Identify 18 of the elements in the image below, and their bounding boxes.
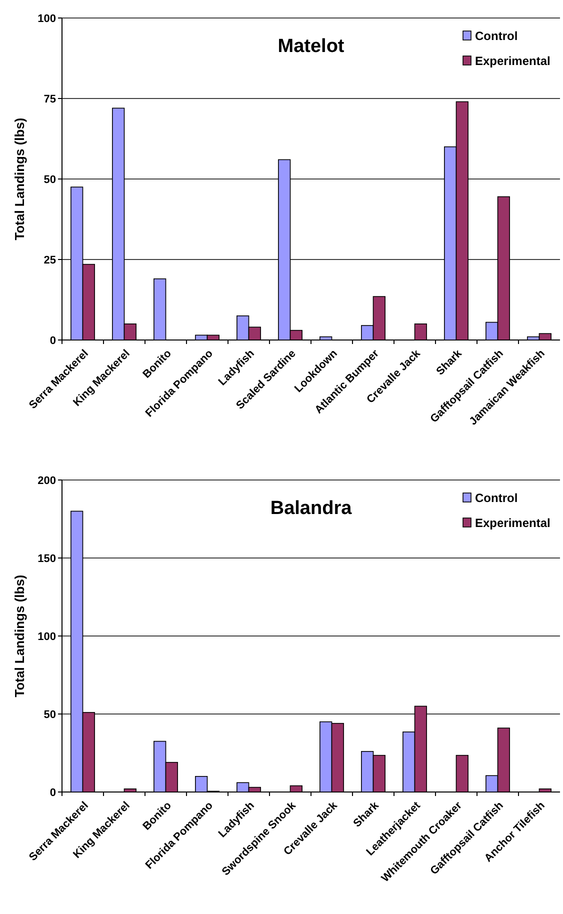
y-tick-label: 100 — [38, 630, 56, 643]
y-tick-label: 200 — [38, 474, 56, 487]
legend-label: Experimental — [475, 54, 550, 68]
y-axis-title: Total Landings (lbs) — [12, 118, 27, 240]
text: Matelot — [278, 36, 345, 57]
legend-label: Control — [475, 29, 518, 44]
y-axis-title: Total Landings (lbs) — [12, 574, 27, 698]
y-tick-label: 100 — [38, 12, 56, 25]
y-tick-label: 75 — [44, 93, 56, 106]
y-tick-label: 50 — [44, 708, 56, 721]
y-tick-label: 150 — [38, 552, 56, 565]
y-tick-label: 25 — [44, 254, 56, 266]
legend-label: Control — [475, 491, 518, 506]
text: Balandra — [270, 498, 352, 519]
legend-label: Experimental — [475, 516, 550, 530]
y-tick-label: 0 — [50, 786, 56, 799]
y-tick-label: 0 — [50, 334, 56, 347]
y-tick-label: 50 — [44, 174, 56, 186]
